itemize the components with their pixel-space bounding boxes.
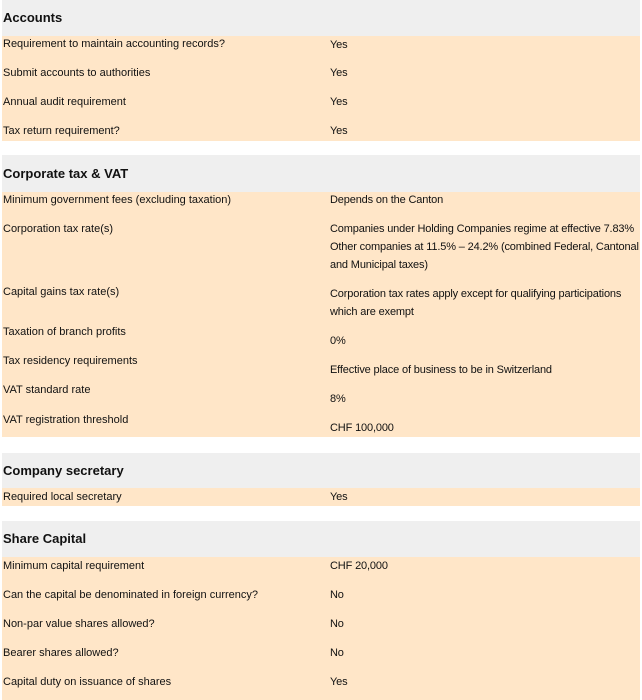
row-label: Minimum government fees (excluding taxat…: [3, 194, 232, 206]
row-label: Bearer shares allowed?: [3, 647, 119, 659]
row-value-line: Corporation tax rates apply except for q…: [330, 288, 622, 300]
row-label: Tax residency requirements: [3, 355, 138, 367]
row-value: Yes: [330, 488, 642, 506]
section-body: Required local secretary Yes: [2, 488, 640, 506]
row-value: 8%: [330, 390, 642, 408]
row-value-line: Yes: [330, 96, 348, 108]
row-value: No: [330, 644, 642, 662]
row-value: CHF 100,000: [330, 419, 642, 437]
row-value-line: Yes: [330, 491, 348, 503]
row-value: Companies under Holding Companies regime…: [330, 220, 642, 274]
section-title: Corporate tax & VAT: [3, 165, 129, 181]
row-value-line: Yes: [330, 67, 348, 79]
row-value-line: No: [330, 589, 344, 601]
row-value: Yes: [330, 93, 642, 111]
row-value-line: 0%: [330, 335, 346, 347]
section-title: Share Capital: [3, 531, 87, 546]
row-label: Tax return requirement?: [3, 125, 120, 137]
row-label: Capital gains tax rate(s): [3, 286, 120, 298]
row-label: Annual audit requirement: [3, 96, 126, 108]
row-value-line: No: [330, 618, 344, 630]
row-label: VAT registration threshold: [3, 414, 129, 426]
section-company-secretary: Company secretary Required local secretar…: [2, 453, 640, 506]
section-body: Requirement to maintain accounting recor…: [2, 36, 640, 141]
row-value-line: Other companies at 11.5% – 24.2% (combin…: [330, 241, 639, 253]
row-value: 0%: [330, 332, 642, 350]
row-label: Required local secretary: [3, 491, 122, 503]
row-value: Depends on the Canton: [330, 191, 642, 209]
row-label: Minimum capital requirement: [3, 560, 145, 572]
row-label: Non-par value shares allowed?: [3, 618, 155, 630]
section-header: Company secretary: [2, 453, 640, 488]
section-accounts: Accounts Requirement to maintain accounti…: [2, 0, 640, 141]
row-value-line: CHF 20,000: [330, 560, 388, 572]
row-label: Corporation tax rate(s): [3, 223, 114, 235]
row-value-line: and Municipal taxes): [330, 259, 428, 271]
section-body: Minimum government fees (excluding taxat…: [2, 192, 640, 437]
section-corporate-tax-vat: Corporate tax & VAT Minimum government fe…: [2, 155, 640, 437]
row-value-line: CHF 100,000: [330, 422, 394, 434]
section-header: Corporate tax & VAT: [2, 155, 640, 192]
row-value: Yes: [330, 64, 642, 82]
row-value-line: Yes: [330, 125, 348, 137]
row-value: CHF 20,000: [330, 557, 642, 575]
section-title: Company secretary: [3, 462, 124, 478]
row-value-line: 8%: [330, 393, 346, 405]
row-value: Yes: [330, 673, 642, 691]
row-value-line: Yes: [330, 676, 348, 688]
row-label: Taxation of branch profits: [3, 326, 126, 338]
section-title: Accounts: [3, 10, 63, 25]
row-label: VAT standard rate: [3, 384, 91, 396]
row-value-line: Effective place of business to be in Swi…: [330, 364, 552, 376]
section-share-capital: Share Capital Minimum capital requirement…: [2, 521, 640, 700]
row-label: Submit accounts to authorities: [3, 67, 151, 79]
row-label: Requirement to maintain accounting recor…: [3, 38, 225, 50]
row-value: No: [330, 586, 642, 604]
row-value: Effective place of business to be in Swi…: [330, 361, 642, 379]
row-value-line: Companies under Holding Companies regime…: [330, 223, 635, 235]
row-value: No: [330, 615, 642, 633]
row-label: Can the capital be denominated in foreig…: [3, 589, 258, 601]
section-body: Minimum capital requirement CHF 20,000 Can…: [2, 557, 640, 700]
row-value-line: Yes: [330, 39, 348, 51]
row-value-line: Depends on the Canton: [330, 194, 444, 206]
row-value: Corporation tax rates apply except for q…: [330, 285, 642, 321]
row-label: Capital duty on issuance of shares: [3, 676, 172, 688]
section-header: Accounts: [2, 0, 640, 36]
row-value: Yes: [330, 122, 642, 140]
row-value-line: No: [330, 647, 344, 659]
row-value: Yes: [330, 36, 642, 54]
section-header: Share Capital: [2, 521, 640, 557]
row-value-line: which are exempt: [330, 306, 414, 318]
